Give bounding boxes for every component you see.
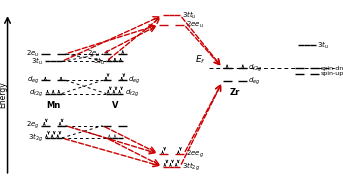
Text: $d_{eg}$: $d_{eg}$: [27, 75, 40, 86]
Text: $2ee_g$: $2ee_g$: [186, 148, 203, 160]
Text: $3t_u$: $3t_u$: [317, 40, 329, 51]
Text: $d_{t2g}$: $d_{t2g}$: [29, 88, 44, 99]
Text: $E_f$: $E_f$: [195, 54, 205, 66]
Text: $3t_u$: $3t_u$: [93, 56, 105, 67]
Text: $3t_u$: $3t_u$: [32, 56, 44, 67]
Text: $3tt_u$: $3tt_u$: [182, 9, 197, 21]
Text: $2e_g$: $2e_g$: [26, 120, 40, 131]
Text: $d_{eg}$: $d_{eg}$: [248, 76, 261, 87]
Text: Zr: Zr: [230, 88, 240, 97]
Text: $2e_u$: $2e_u$: [26, 49, 40, 59]
Text: $3tt_{2g}$: $3tt_{2g}$: [182, 160, 200, 173]
Text: spin-up: spin-up: [321, 71, 343, 76]
Text: $d_{eg}$: $d_{eg}$: [128, 75, 141, 86]
Text: Energy: Energy: [0, 81, 7, 108]
Text: spin-dn: spin-dn: [321, 66, 343, 70]
Text: $d_{t2g}$: $d_{t2g}$: [248, 62, 263, 74]
Text: $2e_u$: $2e_u$: [87, 49, 101, 59]
Text: $d_{t2g}$: $d_{t2g}$: [125, 88, 139, 99]
Text: V: V: [112, 101, 118, 110]
Text: $3t_{2g}$: $3t_{2g}$: [28, 132, 44, 144]
Text: Mn: Mn: [46, 101, 60, 110]
Text: $2ee_u$: $2ee_u$: [186, 19, 203, 30]
